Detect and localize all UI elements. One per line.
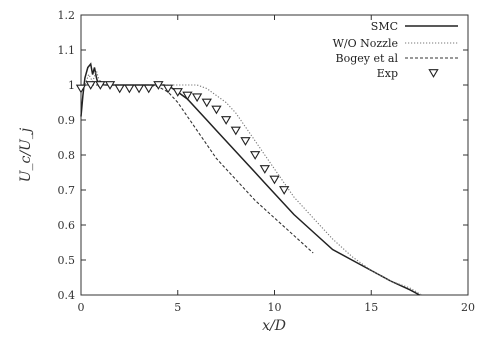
exp-point <box>269 175 280 185</box>
exp-point <box>114 84 125 94</box>
exp-point <box>85 81 96 90</box>
exp-point <box>124 84 135 94</box>
exp-point <box>279 186 290 195</box>
exp-point <box>240 137 251 146</box>
exp-point <box>104 81 116 90</box>
legend-label: Exp <box>377 67 398 80</box>
exp-point <box>249 151 261 160</box>
exp-point <box>153 81 164 90</box>
y-tick-label: 0.6 <box>58 219 76 232</box>
exp-point <box>162 84 174 94</box>
legend: SMC W/O Nozzle Bogey et al Exp <box>333 20 458 80</box>
y-tick-label: 0.7 <box>58 184 76 197</box>
x-tick-label: 10 <box>268 301 282 314</box>
exp-point <box>143 84 154 94</box>
legend-label: SMC <box>371 20 398 33</box>
y-tick-label: 0.4 <box>58 289 76 302</box>
y-tick-label: 0.5 <box>58 254 76 267</box>
x-tick-label: 15 <box>364 301 378 314</box>
exp-point <box>201 98 212 108</box>
exp-point <box>211 105 222 115</box>
exp-point <box>172 88 183 97</box>
exp-point <box>133 84 145 94</box>
exp-point <box>230 126 241 136</box>
y-tick-label: 1.1 <box>58 44 76 57</box>
series-line-w-o-nozzle <box>80 69 422 296</box>
exp-point <box>259 165 270 174</box>
series-exp <box>75 81 290 195</box>
y-tick-label: 0.9 <box>58 114 76 127</box>
exp-point <box>95 81 106 90</box>
axis-ticks: 0 5 10 15 20 0.4 0.5 0.6 0.7 0.8 0.9 1 1.1 1.2 <box>58 9 476 314</box>
x-tick-label: 20 <box>461 301 475 314</box>
legend-label: W/O Nozzle <box>333 37 398 50</box>
y-tick-label: 0.8 <box>58 149 76 162</box>
y-tick-label: 1 <box>68 79 75 92</box>
legend-marker <box>428 69 439 78</box>
plot-frame <box>80 14 469 296</box>
x-tick-label: 0 <box>78 301 85 314</box>
exp-point <box>75 84 87 94</box>
x-axis-label: x/D <box>262 318 286 334</box>
x-tick-label: 5 <box>174 301 181 314</box>
series-layer <box>75 62 422 296</box>
series-line-smc <box>80 62 420 296</box>
y-tick-label: 1.2 <box>58 9 76 22</box>
exp-point <box>191 93 203 103</box>
exp-point <box>220 116 232 125</box>
exp-point <box>182 91 193 101</box>
y-axis-label: U_c/U_j <box>18 127 34 182</box>
legend-label: Bogey et al <box>336 52 399 65</box>
